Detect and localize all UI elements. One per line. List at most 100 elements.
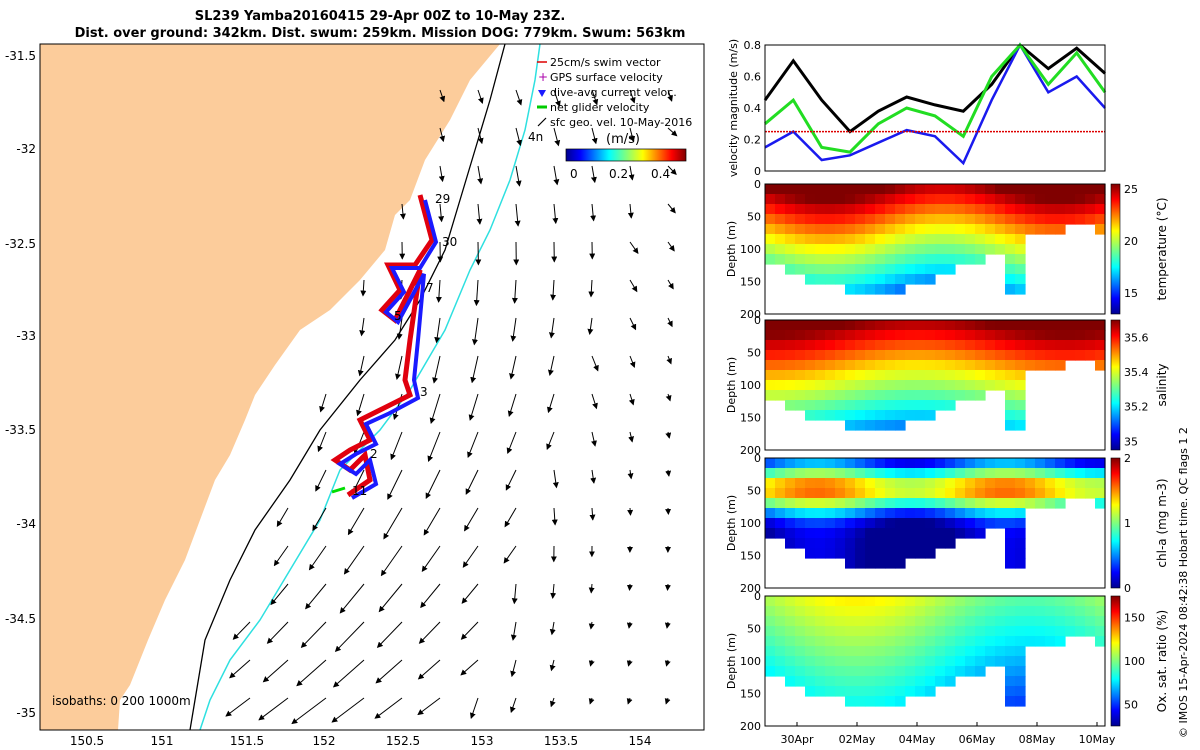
heatmap-cell xyxy=(835,636,846,647)
heatmap-cell xyxy=(845,468,856,479)
heatmap-cell xyxy=(975,478,986,489)
heatmap-cell xyxy=(1075,340,1086,351)
map-legend: 25cm/s swim vector + GPS surface velocit… xyxy=(537,56,692,181)
heatmap-cell xyxy=(825,360,836,371)
heatmap-cell xyxy=(895,350,906,361)
heatmap-cell xyxy=(895,616,906,627)
heatmap-cell xyxy=(815,380,826,391)
heatmap-cell xyxy=(835,686,846,697)
heatmap-cell xyxy=(845,646,856,657)
heatmap-cell xyxy=(765,508,776,519)
heatmap-cell xyxy=(895,284,906,295)
heatmap-cell xyxy=(855,596,866,607)
heatmap-cell xyxy=(845,558,856,569)
heatmap-cell xyxy=(935,224,946,235)
heatmap-cell xyxy=(865,360,876,371)
heatmap-cell xyxy=(845,234,856,245)
heatmap-cell xyxy=(975,380,986,391)
heatmap-cell xyxy=(855,518,866,529)
heatmap-cell xyxy=(1005,696,1016,707)
heatmap-cell xyxy=(925,340,936,351)
heatmap-cell xyxy=(1095,636,1106,647)
heatmap-cell xyxy=(835,274,846,285)
heatmap-cell xyxy=(1075,214,1086,225)
heatmap-cell xyxy=(1055,606,1066,617)
heatmap-cell xyxy=(905,194,916,205)
heatmap-cell xyxy=(885,538,896,549)
heatmap-cell xyxy=(855,616,866,627)
heatmap-cell xyxy=(895,548,906,559)
heatmap-cell xyxy=(785,646,796,657)
current-vector xyxy=(399,203,406,220)
heatmap-cell xyxy=(785,204,796,215)
heatmap-cell xyxy=(805,320,816,331)
heatmap-cell xyxy=(1085,468,1096,479)
heatmap-cell xyxy=(905,214,916,225)
heatmap-cell xyxy=(915,636,926,647)
heatmap-cell xyxy=(1025,488,1036,499)
heatmap-cell xyxy=(805,214,816,225)
heatmap-cell xyxy=(925,380,936,391)
heatmap-cell xyxy=(765,458,776,469)
heatmap-cell xyxy=(795,214,806,225)
heatmap-cell xyxy=(1045,224,1056,235)
heatmap-cell xyxy=(1005,686,1016,697)
heatmap-cell xyxy=(835,646,846,657)
current-vector xyxy=(317,431,327,453)
heatmap-cell xyxy=(1015,626,1026,637)
current-vector xyxy=(664,621,671,629)
heatmap-cell xyxy=(915,626,926,637)
heatmap-cell xyxy=(1015,488,1026,499)
heatmap-cell xyxy=(915,400,926,411)
heatmap-cell xyxy=(815,478,826,489)
heatmap-cell xyxy=(905,340,916,351)
heatmap-cell xyxy=(765,646,776,657)
heatmap-cell xyxy=(775,224,786,235)
heatmap-cell xyxy=(955,214,966,225)
heatmap-cell xyxy=(1005,548,1016,559)
heatmap-cell xyxy=(865,656,876,667)
heatmap-cell xyxy=(785,320,796,331)
heatmap-cell xyxy=(955,224,966,235)
heatmap-cell xyxy=(1085,340,1096,351)
heatmap-cell xyxy=(885,340,896,351)
heatmap-cell xyxy=(765,636,776,647)
heatmap-cell xyxy=(815,666,826,677)
heatmap-cell xyxy=(845,606,856,617)
heatmap-cell xyxy=(965,204,976,215)
x-tick: 152.5 xyxy=(386,734,420,748)
heatmap-cell xyxy=(865,410,876,421)
heatmap-cell xyxy=(815,616,826,627)
heatmap-cell xyxy=(765,184,776,195)
heatmap-cell xyxy=(915,234,926,245)
heatmap-cell xyxy=(815,538,826,549)
current-vector xyxy=(359,317,366,337)
heatmap-cell xyxy=(895,676,906,687)
heatmap-cell xyxy=(975,468,986,479)
current-vector xyxy=(460,659,479,676)
current-vector xyxy=(510,659,517,678)
heatmap-cell xyxy=(815,488,826,499)
current-vector xyxy=(418,621,441,644)
heatmap-cell xyxy=(785,244,796,255)
heatmap-cell xyxy=(925,636,936,647)
heatmap-cell xyxy=(795,508,806,519)
heatmap-cell xyxy=(935,340,946,351)
current-vector xyxy=(380,545,403,577)
heatmap-cell xyxy=(945,676,956,687)
heatmap-cell xyxy=(965,234,976,245)
heatmap-cell xyxy=(895,596,906,607)
profile-axes xyxy=(764,183,1106,315)
heatmap-cell xyxy=(1035,616,1046,627)
heatmap-cell xyxy=(855,284,866,295)
legend-net: net glider velocity xyxy=(537,101,650,114)
heatmap-cell xyxy=(775,204,786,215)
heatmap-cell xyxy=(995,468,1006,479)
colorbar xyxy=(1110,183,1121,315)
x-tick: 151.5 xyxy=(230,734,264,748)
heatmap-cell xyxy=(1005,284,1016,295)
heatmap-cell xyxy=(1095,204,1106,215)
heatmap-cell xyxy=(995,184,1006,195)
x-tick: 152 xyxy=(313,734,336,748)
heatmap-cell xyxy=(795,528,806,539)
